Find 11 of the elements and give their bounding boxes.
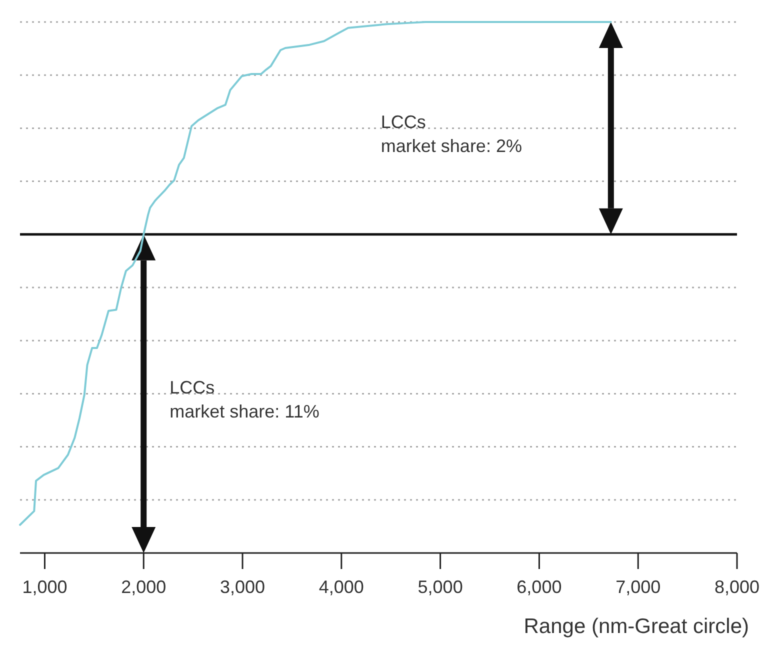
x-tick-label: 4,000 (318, 577, 364, 597)
x-tick-label: 6,000 (516, 577, 562, 597)
x-tick-label: 2,000 (121, 577, 166, 597)
annotation: LCCs market share: 11% (170, 378, 320, 422)
x-tick-label: 5,000 (418, 577, 463, 597)
annotation: LCCs market share: 2% (380, 112, 522, 156)
x-tick-label: 1,000 (22, 577, 68, 597)
x-axis-title: Range (nm-Great circle) (524, 615, 749, 638)
x-tick-label: 8,000 (714, 577, 760, 597)
x-tick-label: 7,000 (616, 577, 661, 597)
x-tick-label: 3,000 (220, 577, 266, 597)
